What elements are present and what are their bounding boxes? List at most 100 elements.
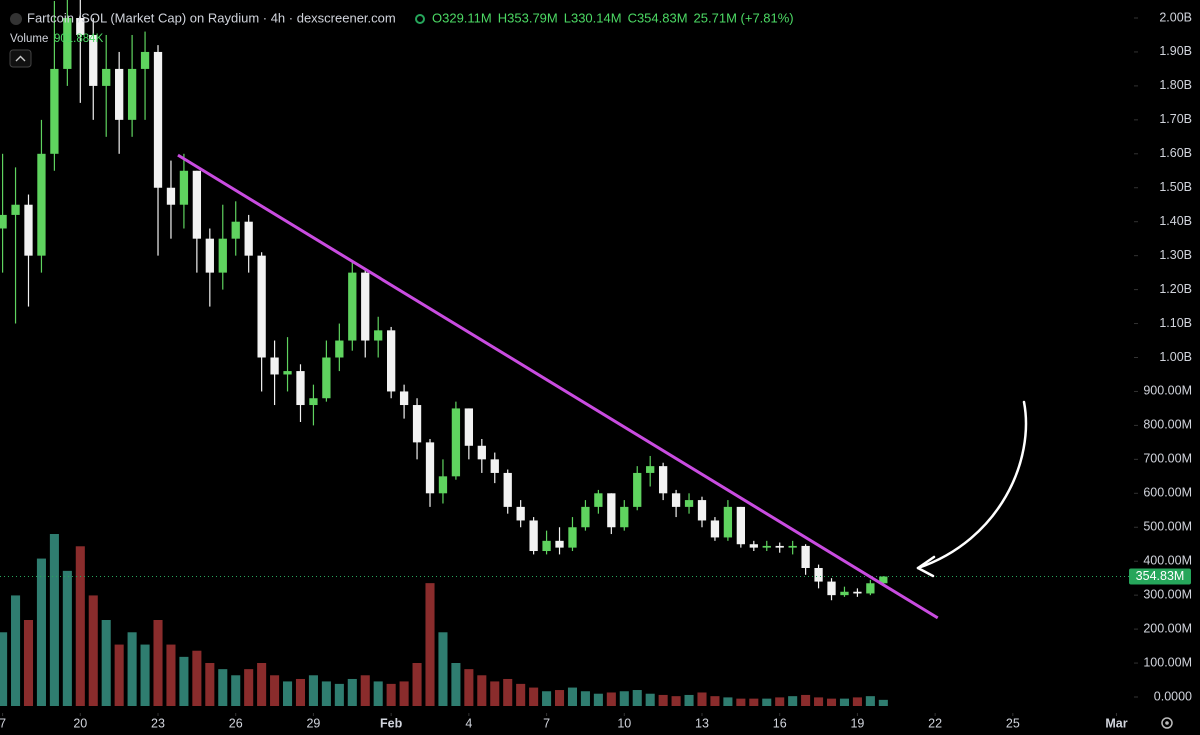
y-tick-label: 900.00M <box>1143 384 1192 398</box>
candle-body <box>607 493 616 528</box>
volume-bar <box>542 691 552 706</box>
y-tick-label: 1.70B <box>1159 112 1192 126</box>
candle-body <box>11 204 20 215</box>
volume-bar <box>606 692 616 706</box>
y-tick-label: 1.20B <box>1159 282 1192 296</box>
candle-body <box>658 466 668 494</box>
x-tick-label: 25 <box>1006 716 1020 730</box>
x-tick-label: 4 <box>465 716 472 730</box>
candle-body <box>775 545 784 548</box>
volume-bar <box>321 681 331 706</box>
y-tick-label: 1.50B <box>1159 180 1192 194</box>
candle-body <box>814 567 823 582</box>
candle-body <box>697 500 707 521</box>
x-tick-label: 23 <box>151 716 165 730</box>
price-layer <box>0 0 1132 620</box>
candle-body <box>425 442 435 494</box>
candle-body <box>671 493 681 507</box>
candle-body <box>231 221 240 239</box>
volume-bar <box>127 632 137 706</box>
volume-bar <box>567 687 578 706</box>
ohlc-header: O329.11M H353.79M L330.14M C354.83M 25.71M (… <box>432 10 794 25</box>
volume-bar <box>244 669 254 706</box>
volume-bar <box>658 694 668 706</box>
volume-bar <box>257 663 267 706</box>
last-price-label: 354.83M <box>1136 569 1185 583</box>
candle-body <box>633 472 642 507</box>
candle-body <box>788 545 797 548</box>
candle-body <box>76 17 85 35</box>
candle-body <box>568 527 577 548</box>
candle-body <box>594 493 603 507</box>
volume-bar <box>749 698 759 706</box>
volume-value: 901.884K <box>54 33 104 45</box>
volume-bar <box>347 678 357 706</box>
candle-body <box>140 51 150 69</box>
y-tick-label: 1.60B <box>1159 146 1192 160</box>
axes: 2.00B 1.90B 1.80B 1.70B 1.60B 1.50B 1.40B 1.30B… <box>0 10 1192 730</box>
volume-bar <box>788 696 798 706</box>
candle-body <box>0 214 7 229</box>
candle-body <box>853 591 862 594</box>
ohlc-value: H353.79M <box>498 10 558 25</box>
token-icon <box>10 13 22 25</box>
arrow-head <box>916 555 936 578</box>
volume-bar <box>852 697 862 706</box>
candle-body <box>179 170 189 205</box>
candle-body <box>581 506 590 528</box>
volume-bar <box>231 675 241 706</box>
candle-body <box>257 255 266 358</box>
volume-bar <box>23 620 34 706</box>
x-tick-label: 20 <box>73 716 87 730</box>
volume-bar <box>801 694 811 706</box>
collapse-button[interactable] <box>9 49 32 68</box>
volume-bar <box>49 534 59 706</box>
candle-body <box>464 408 474 446</box>
candle-body <box>335 340 344 358</box>
x-tick-label: 10 <box>617 716 631 730</box>
candle-body <box>555 540 564 548</box>
y-tick-label: 1.40B <box>1159 214 1192 228</box>
candle-body <box>684 500 694 507</box>
candle-body <box>50 68 59 154</box>
volume-bar <box>723 697 733 706</box>
candle-body <box>827 581 836 596</box>
volume-bar <box>270 675 280 706</box>
y-tick-label: 1.90B <box>1159 44 1192 58</box>
candle-body <box>529 520 538 552</box>
volume-bar <box>503 678 513 706</box>
volume-bar <box>464 669 474 706</box>
x-tick-label: 26 <box>229 716 243 730</box>
y-tick-label: 0.0000 <box>1154 689 1192 703</box>
volume-bar <box>697 692 707 706</box>
volume-bar <box>826 698 837 706</box>
candle-body <box>322 357 331 399</box>
settings-icon[interactable] <box>1161 717 1173 729</box>
candle-body <box>542 540 551 552</box>
candle-body <box>374 330 383 341</box>
candle-body <box>348 272 357 341</box>
ohlc-value: C354.83M <box>628 10 688 25</box>
ohlc-value: 25.71M (+7.81%) <box>694 10 794 25</box>
volume-bar <box>477 675 487 706</box>
candle-body <box>620 506 629 528</box>
volume-bar <box>865 696 875 706</box>
candle-body <box>309 398 318 406</box>
volume-bar <box>88 595 98 706</box>
y-tick-label: 600.00M <box>1143 486 1192 500</box>
trendline <box>177 153 939 620</box>
volume-bar <box>684 694 694 706</box>
volume-bar <box>762 698 772 706</box>
ohlc-value: O329.11M <box>432 10 492 25</box>
x-tick-label: 19 <box>850 716 864 730</box>
last-price-tag <box>1129 568 1191 585</box>
candle-body <box>412 405 422 443</box>
volume-bar <box>308 675 318 706</box>
candle-body <box>762 545 771 548</box>
volume-bar <box>451 663 461 706</box>
x-tick-label: Mar <box>1105 716 1127 730</box>
candle-body <box>477 445 486 460</box>
candle-body <box>451 408 461 477</box>
volume-bar <box>554 690 565 706</box>
